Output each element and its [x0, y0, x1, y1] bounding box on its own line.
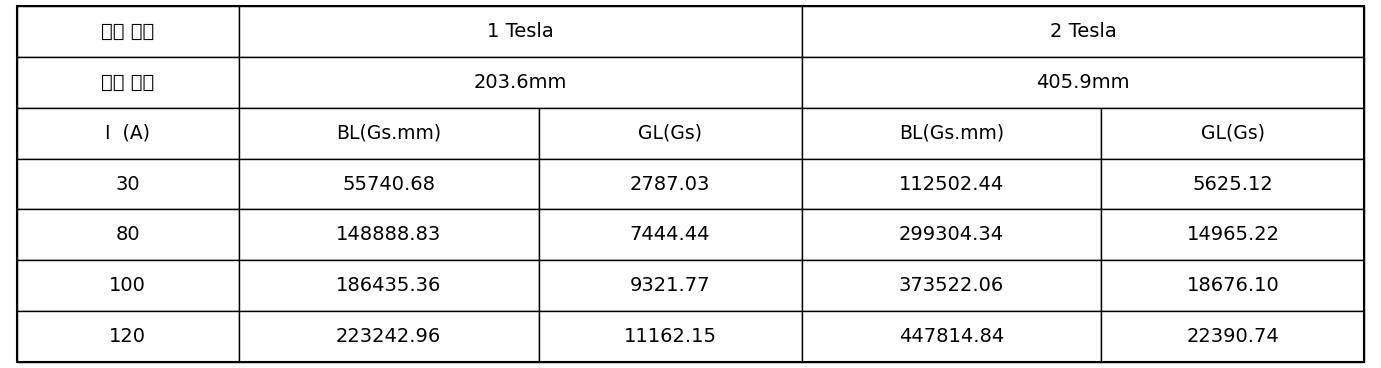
Text: 5625.12: 5625.12 — [1193, 174, 1273, 194]
Bar — [801, 57, 1364, 107]
Bar — [1101, 159, 1364, 209]
Bar — [1101, 261, 1364, 311]
Text: GL(Gs): GL(Gs) — [1201, 124, 1265, 142]
Text: 299304.34: 299304.34 — [899, 226, 1004, 244]
Bar — [239, 261, 539, 311]
Text: 2787.03: 2787.03 — [630, 174, 710, 194]
Bar — [17, 57, 239, 107]
Bar — [801, 6, 1364, 57]
Bar — [539, 159, 801, 209]
Bar — [239, 107, 539, 159]
Text: I  (A): I (A) — [105, 124, 151, 142]
Bar — [239, 209, 539, 261]
Bar — [17, 311, 239, 362]
Text: 405.9mm: 405.9mm — [1036, 72, 1130, 92]
Bar — [239, 6, 801, 57]
Bar — [17, 6, 239, 57]
Bar — [1101, 311, 1364, 362]
Text: 203.6mm: 203.6mm — [474, 72, 568, 92]
Text: 373522.06: 373522.06 — [899, 276, 1004, 296]
Text: 30: 30 — [116, 174, 139, 194]
Text: 7444.44: 7444.44 — [630, 226, 710, 244]
Bar — [539, 107, 801, 159]
Bar — [801, 261, 1101, 311]
Text: 80: 80 — [116, 226, 139, 244]
Text: 100: 100 — [109, 276, 146, 296]
Bar — [801, 107, 1101, 159]
Text: 186435.36: 186435.36 — [336, 276, 442, 296]
Text: BL(Gs.mm): BL(Gs.mm) — [899, 124, 1004, 142]
Text: 자석 길이: 자석 길이 — [101, 72, 155, 92]
Text: 447814.84: 447814.84 — [899, 328, 1004, 347]
Text: 2 Tesla: 2 Tesla — [1050, 21, 1116, 40]
Text: 14965.22: 14965.22 — [1186, 226, 1279, 244]
Bar — [239, 57, 801, 107]
Text: 11162.15: 11162.15 — [624, 328, 717, 347]
Bar — [17, 209, 239, 261]
Text: 9321.77: 9321.77 — [630, 276, 710, 296]
Text: GL(Gs): GL(Gs) — [638, 124, 702, 142]
Bar — [1101, 107, 1364, 159]
Text: 1 Tesla: 1 Tesla — [487, 21, 554, 40]
Text: 22390.74: 22390.74 — [1186, 328, 1279, 347]
Bar — [239, 159, 539, 209]
Text: 120: 120 — [109, 328, 146, 347]
Bar — [539, 209, 801, 261]
Bar — [239, 311, 539, 362]
Bar — [801, 311, 1101, 362]
Bar — [17, 107, 239, 159]
Bar — [539, 261, 801, 311]
Text: 112502.44: 112502.44 — [899, 174, 1004, 194]
Bar — [801, 159, 1101, 209]
Text: BL(Gs.mm): BL(Gs.mm) — [336, 124, 442, 142]
Bar — [17, 261, 239, 311]
Bar — [17, 159, 239, 209]
Bar — [539, 311, 801, 362]
Text: 자석 종류: 자석 종류 — [101, 21, 155, 40]
Text: 18676.10: 18676.10 — [1186, 276, 1279, 296]
Text: 223242.96: 223242.96 — [336, 328, 442, 347]
Bar — [1101, 209, 1364, 261]
Text: 148888.83: 148888.83 — [336, 226, 442, 244]
Text: 55740.68: 55740.68 — [342, 174, 435, 194]
Bar — [801, 209, 1101, 261]
